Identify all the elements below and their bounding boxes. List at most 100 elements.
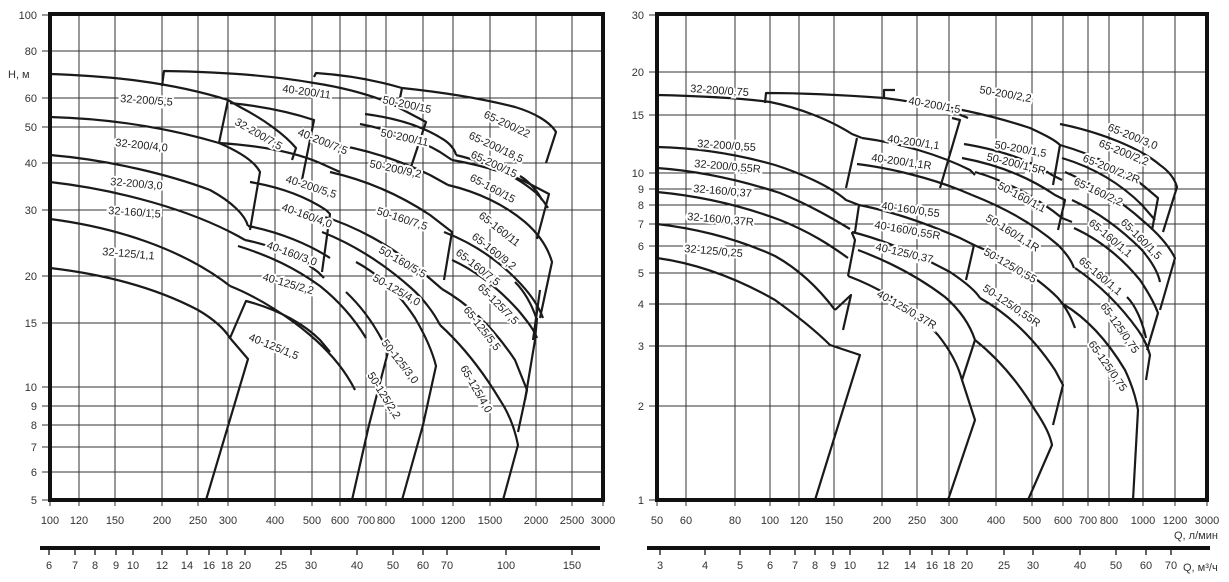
curve-label: 50-160/5,5 [377, 244, 429, 281]
left-chart-curves [49, 69, 558, 501]
x-tick-label: 120 [70, 515, 88, 527]
x-tick-label: 500 [1023, 515, 1041, 527]
x2-tick-label: 20 [239, 560, 251, 572]
x2-tick-label: 6 [767, 560, 773, 572]
y-tick-label: 6 [638, 241, 644, 253]
x-tick-label: 80 [729, 515, 741, 527]
x2-tick-label: 7 [792, 560, 798, 572]
curve-label: 50-125/0,55R [980, 283, 1042, 330]
x-tick-label: 120 [790, 515, 808, 527]
curve-label: 32-160/1,5 [108, 205, 161, 221]
x2-tick-label: 18 [221, 560, 233, 572]
y-tick-label: 9 [31, 401, 37, 413]
x2-tick-label: 14 [904, 560, 916, 572]
x-tick-label: 250 [908, 515, 926, 527]
curve-label: 40-200/5,5 [284, 173, 338, 201]
y-tick-label: 20 [632, 67, 644, 79]
x2-tick-label: 100 [497, 560, 515, 572]
curve-label: 65-160/1,1 [1076, 255, 1124, 298]
x-tick-label: 150 [825, 515, 843, 527]
x2-tick-label: 10 [844, 560, 856, 572]
curve-label: 32-200/3,0 [110, 176, 163, 193]
y-tick-label: 100 [19, 10, 37, 22]
x2-tick-label: 9 [113, 560, 119, 572]
curve-label: 32-200/5,5 [120, 93, 173, 109]
y-tick-label: 4 [638, 299, 644, 311]
curve-label: 40-200/1,1R [871, 152, 933, 172]
y-tick-label: 2 [638, 401, 644, 413]
y-tick-label: 15 [632, 110, 644, 122]
x-tick-label: 2000 [524, 515, 548, 527]
x2-tick-label: 16 [926, 560, 938, 572]
x-tick-label: 400 [266, 515, 284, 527]
x-tick-label: 100 [41, 515, 59, 527]
y-tick-label: 30 [25, 205, 37, 217]
x2-tick-label: 18 [943, 560, 955, 572]
x2-tick-label: 16 [203, 560, 215, 572]
x2-tick-label: 40 [1074, 560, 1086, 572]
x-tick-label: 100 [761, 515, 779, 527]
curve-label: 32-160/0,37R [687, 211, 755, 229]
y-tick-label: 5 [31, 495, 37, 507]
curve-label: 40-160/0,55 [881, 200, 941, 220]
y-tick-label: 5 [638, 268, 644, 280]
x2-tick-label: 12 [877, 560, 889, 572]
x2-tick-label: 6 [46, 560, 52, 572]
x2-tick-label: 3 [657, 560, 663, 572]
x2-tick-label: 25 [998, 560, 1010, 572]
curve-label: 40-125/0,37 [874, 241, 934, 266]
x2-tick-label: 7 [72, 560, 78, 572]
y-tick-label: 8 [31, 420, 37, 432]
curve-label: 50-125/0,55 [982, 246, 1039, 286]
curve-label: 65-125/0,75 [1098, 301, 1142, 356]
x-tick-label: 1000 [1131, 515, 1155, 527]
x-tick-label: 300 [940, 515, 958, 527]
x2-tick-label: 10 [127, 560, 139, 572]
y-tick-label: 50 [25, 122, 37, 134]
curve-label: 40-160/0,55R [873, 219, 941, 242]
x-tick-label: 3000 [1195, 515, 1219, 527]
curve-label: 32-200/4,0 [115, 137, 169, 154]
curve-label: 40-200/1,5 [907, 95, 961, 116]
curve-label: 65-125/5,5 [461, 304, 503, 353]
x-tick-label: 200 [873, 515, 891, 527]
x2-tick-label: 14 [181, 560, 193, 572]
x2-tick-label: 60 [417, 560, 429, 572]
curve-label: 40-125/2,2 [261, 271, 315, 297]
right-axis-ticks: 50 60 80 100 120 150 200 250 300 400 500 600 700 800 1… [632, 10, 1219, 572]
x2-tick-label: 60 [1140, 560, 1152, 572]
x-tick-label: 700 [357, 515, 375, 527]
x-tick-label: 250 [189, 515, 207, 527]
y-tick-label: 3 [638, 341, 644, 353]
y-tick-label: 6 [31, 467, 37, 479]
x-tick-label: 1500 [478, 515, 502, 527]
y-tick-label: 15 [25, 318, 37, 330]
x-tick-label: 600 [1054, 515, 1072, 527]
x-tick-label: 3000 [591, 515, 615, 527]
x2-tick-label: 40 [351, 560, 363, 572]
x-tick-label: 200 [153, 515, 171, 527]
curve-label: 40-125/0,37R [875, 288, 939, 332]
x2-tick-label: 30 [1027, 560, 1039, 572]
x2-tick-label: 50 [1110, 560, 1122, 572]
x2-tick-label: 70 [441, 560, 453, 572]
right-x-axis-title-m3h: Q, м³/ч [1183, 562, 1218, 574]
y-tick-label: 20 [25, 271, 37, 283]
y-tick-label: 10 [632, 168, 644, 180]
y-tick-label: 60 [25, 93, 37, 105]
curve-label: 40-200/7,5 [296, 127, 349, 158]
x2-tick-label: 25 [275, 560, 287, 572]
y-tick-label: 9 [638, 184, 644, 196]
y-tick-label: 8 [638, 200, 644, 212]
y-tick-label: 1 [638, 495, 644, 507]
x2-tick-label: 20 [961, 560, 973, 572]
y-tick-label: 10 [25, 382, 37, 394]
curve-label: 32-125/1,1 [102, 246, 155, 263]
x-tick-label: 1200 [441, 515, 465, 527]
x2-tick-label: 4 [702, 560, 708, 572]
right-x-axis-title-lmin: Q, л/мин [1174, 530, 1218, 542]
curve-label: 50-200/2,2 [978, 84, 1032, 105]
curve-label: 65-125/4,0 [457, 364, 494, 416]
curve-label: 40-160/3,0 [265, 240, 319, 269]
